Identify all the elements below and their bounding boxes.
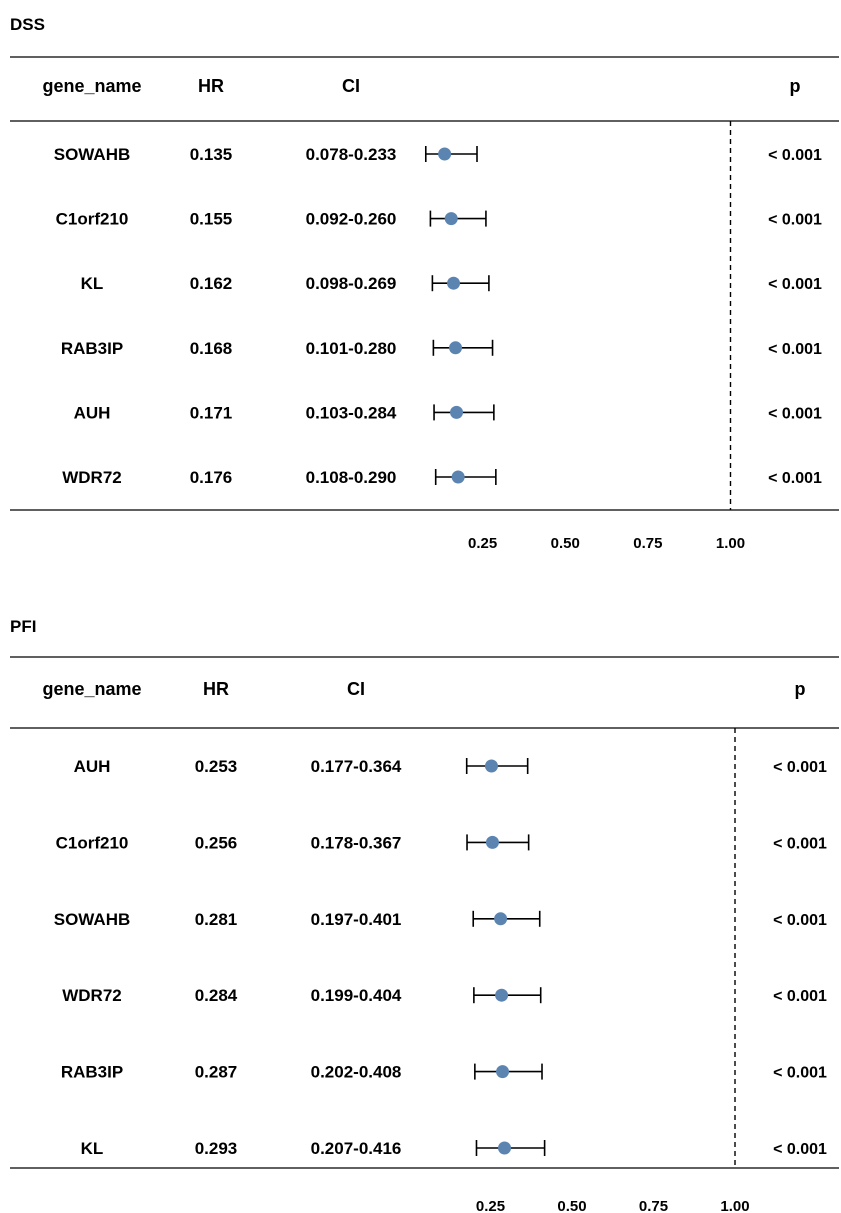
- hr-point: [450, 405, 464, 419]
- ci-label: 0.197-0.401: [311, 910, 402, 929]
- hr-label: 0.155: [190, 210, 233, 229]
- hr-point: [447, 276, 461, 290]
- gene-name-label: WDR72: [62, 468, 122, 487]
- hr-point: [449, 341, 463, 355]
- hr-label: 0.168: [190, 339, 233, 358]
- pfi-row: RAB3IP 0.287 0.202-0.408 < 0.001: [61, 1063, 827, 1082]
- gene-name-label: RAB3IP: [61, 1063, 123, 1082]
- hr-label: 0.284: [195, 986, 238, 1005]
- hr-point: [495, 988, 509, 1002]
- dss-header-p: p: [790, 76, 801, 96]
- p-value-label: < 0.001: [773, 835, 827, 852]
- hr-point: [498, 1141, 512, 1155]
- pfi-x-tick-label: 0.75: [639, 1198, 668, 1213]
- pfi-row: C1orf210 0.256 0.178-0.367 < 0.001: [56, 833, 827, 852]
- hr-label: 0.176: [190, 468, 233, 487]
- pfi-x-tick-label: 0.25: [476, 1198, 505, 1213]
- gene-name-label: SOWAHB: [54, 910, 131, 929]
- dss-x-tick-label: 1.00: [716, 535, 745, 552]
- dss-row: AUH 0.171 0.103-0.284 < 0.001: [74, 403, 822, 422]
- gene-name-label: KL: [81, 274, 104, 293]
- dss-x-tick-label: 0.50: [551, 535, 580, 552]
- p-value-label: < 0.001: [768, 341, 822, 358]
- gene-name-label: AUH: [74, 403, 111, 422]
- hr-point: [438, 147, 452, 161]
- ci-label: 0.178-0.367: [311, 833, 402, 852]
- hr-label: 0.287: [195, 1063, 238, 1082]
- dss-row: C1orf210 0.155 0.092-0.260 < 0.001: [56, 210, 822, 229]
- pfi-header-p: p: [795, 679, 806, 699]
- dss-header-gene-name: gene_name: [42, 76, 141, 96]
- pfi-header-gene-name: gene_name: [42, 679, 141, 699]
- dss-header-hr: HR: [198, 76, 224, 96]
- p-value-label: < 0.001: [773, 759, 827, 776]
- ci-label: 0.101-0.280: [306, 339, 397, 358]
- ci-label: 0.098-0.269: [306, 274, 397, 293]
- hr-label: 0.253: [195, 757, 238, 776]
- gene-name-label: WDR72: [62, 986, 122, 1005]
- dss-title: DSS: [10, 15, 45, 34]
- pfi-panel: PFI gene_name HR CI p AUH 0.253 0.177-0.364 < 0.…: [10, 617, 839, 1213]
- p-value-label: < 0.001: [768, 147, 822, 164]
- gene-name-label: C1orf210: [56, 210, 129, 229]
- p-value-label: < 0.001: [773, 1065, 827, 1082]
- ci-label: 0.177-0.364: [311, 757, 402, 776]
- ci-label: 0.092-0.260: [306, 210, 397, 229]
- p-value-label: < 0.001: [768, 405, 822, 422]
- pfi-row: SOWAHB 0.281 0.197-0.401 < 0.001: [54, 910, 827, 929]
- ci-label: 0.202-0.408: [311, 1063, 402, 1082]
- p-value-label: < 0.001: [768, 276, 822, 293]
- pfi-header-hr: HR: [203, 679, 229, 699]
- gene-name-label: C1orf210: [56, 833, 129, 852]
- hr-label: 0.281: [195, 910, 238, 929]
- hr-label: 0.171: [190, 403, 233, 422]
- hr-point: [496, 1065, 510, 1079]
- hr-label: 0.135: [190, 145, 233, 164]
- hr-label: 0.293: [195, 1139, 238, 1158]
- pfi-row: WDR72 0.284 0.199-0.404 < 0.001: [62, 986, 827, 1005]
- dss-row: WDR72 0.176 0.108-0.290 < 0.001: [62, 468, 822, 487]
- pfi-row: KL 0.293 0.207-0.416 < 0.001: [81, 1139, 827, 1158]
- dss-x-tick-label: 0.75: [633, 535, 662, 552]
- pfi-x-tick-label: 0.50: [557, 1198, 586, 1213]
- dss-x-tick-label: 0.25: [468, 535, 497, 552]
- dss-row: KL 0.162 0.098-0.269 < 0.001: [81, 274, 822, 293]
- dss-panel: DSS gene_name HR CI p SOWAHB 0.135 0.078-0.233 <…: [10, 15, 839, 552]
- pfi-x-tick-label: 1.00: [720, 1198, 749, 1213]
- hr-label: 0.162: [190, 274, 233, 293]
- ci-label: 0.199-0.404: [311, 986, 402, 1005]
- dss-row: SOWAHB 0.135 0.078-0.233 < 0.001: [54, 145, 822, 164]
- ci-label: 0.108-0.290: [306, 468, 397, 487]
- hr-point: [485, 835, 499, 849]
- gene-name-label: AUH: [74, 757, 111, 776]
- hr-point: [484, 759, 498, 773]
- pfi-header-ci: CI: [347, 679, 365, 699]
- pfi-title: PFI: [10, 617, 36, 636]
- p-value-label: < 0.001: [773, 1141, 827, 1158]
- ci-label: 0.207-0.416: [311, 1139, 402, 1158]
- gene-name-label: SOWAHB: [54, 145, 131, 164]
- p-value-label: < 0.001: [768, 212, 822, 229]
- dss-row: RAB3IP 0.168 0.101-0.280 < 0.001: [61, 339, 822, 358]
- p-value-label: < 0.001: [773, 912, 827, 929]
- p-value-label: < 0.001: [768, 470, 822, 487]
- gene-name-label: KL: [81, 1139, 104, 1158]
- hr-point: [494, 912, 508, 926]
- hr-point: [451, 470, 465, 484]
- p-value-label: < 0.001: [773, 988, 827, 1005]
- dss-header-ci: CI: [342, 76, 360, 96]
- gene-name-label: RAB3IP: [61, 339, 123, 358]
- pfi-row: AUH 0.253 0.177-0.364 < 0.001: [74, 757, 827, 776]
- hr-label: 0.256: [195, 833, 238, 852]
- hr-point: [444, 212, 458, 226]
- ci-label: 0.103-0.284: [306, 403, 397, 422]
- ci-label: 0.078-0.233: [306, 145, 397, 164]
